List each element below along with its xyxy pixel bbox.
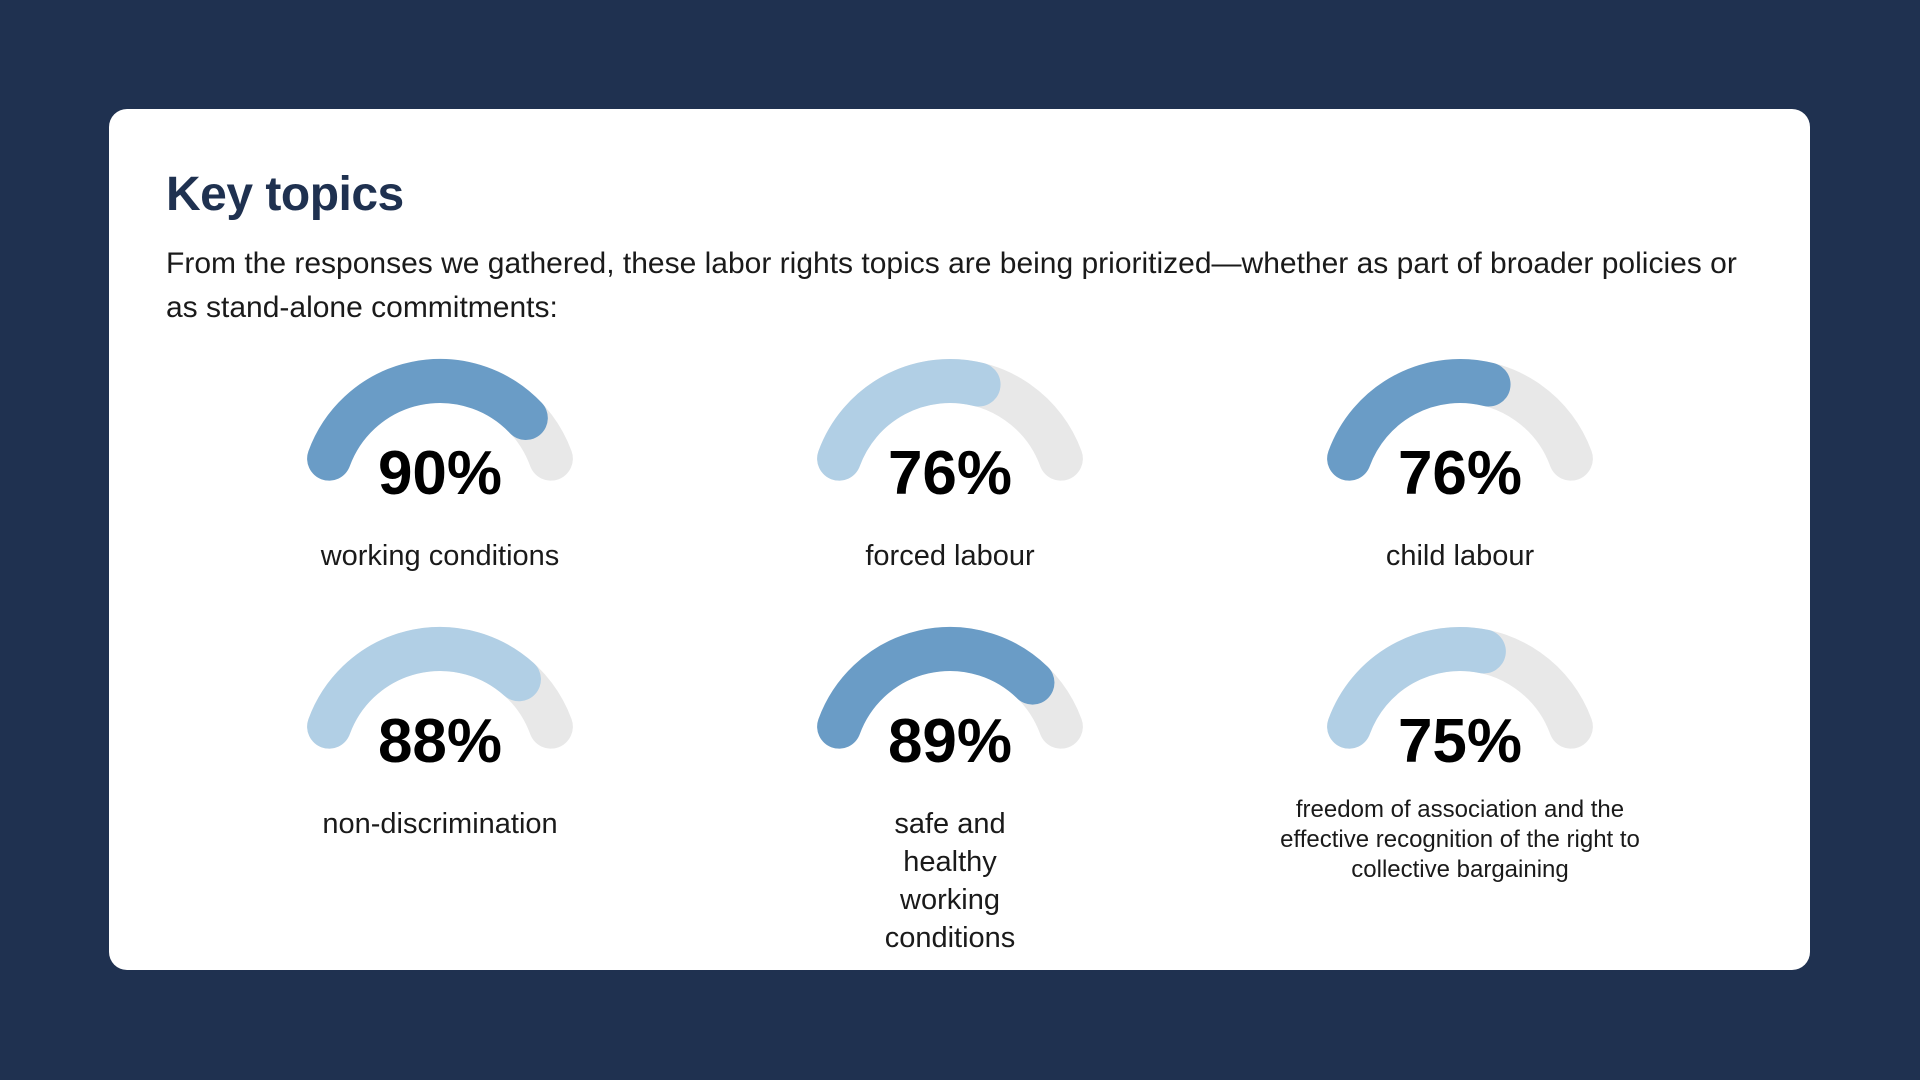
gauge-label: forced labour [865, 540, 1035, 572]
gauge-freedom-of-association: 75% freedom of association and the effec… [1280, 627, 1640, 927]
gauge-label: non-discrimination [322, 808, 558, 840]
card-title: Key topics [166, 168, 404, 221]
gauge-forced-labour: 76% forced labour [770, 359, 1130, 659]
gauge-working-conditions: 90% working conditions [260, 359, 620, 659]
gauge-chart [817, 627, 1083, 749]
gauge-label: working conditions [320, 540, 560, 572]
gauge-chart [307, 627, 573, 749]
gauge-value: 76% [1397, 439, 1523, 508]
gauge-value: 76% [887, 439, 1013, 508]
gauge-fill [307, 627, 541, 749]
gauge-fill [817, 627, 1055, 749]
gauge-value: 89% [887, 707, 1013, 776]
gauge-label: freedom of association and the effective… [1280, 796, 1640, 883]
gauge-value: 88% [377, 707, 503, 776]
gauge-non-discrimination: 88% non-discrimination [260, 627, 620, 927]
gauge-chart [1327, 359, 1593, 481]
gauge-fill [1327, 359, 1511, 481]
gauge-safe-healthy-working-conditions: 89% safe and healthy working conditions [770, 627, 1130, 954]
gauge-label: safe and healthy working conditions [884, 808, 1016, 954]
gauge-chart [307, 359, 573, 481]
gauge-fill [817, 359, 1001, 481]
gauge-value: 75% [1397, 707, 1523, 776]
gauge-fill [1327, 627, 1506, 749]
gauge-child-labour: 76% child labour [1280, 359, 1640, 659]
gauge-label: child labour [1385, 540, 1535, 572]
gauge-chart [1327, 627, 1593, 749]
key-topics-card: Key topics From the responses we gathere… [109, 109, 1810, 970]
gauge-value: 90% [377, 439, 503, 508]
gauge-fill [307, 359, 548, 481]
gauge-chart [817, 359, 1083, 481]
card-subtitle: From the responses we gathered, these la… [166, 247, 1737, 324]
